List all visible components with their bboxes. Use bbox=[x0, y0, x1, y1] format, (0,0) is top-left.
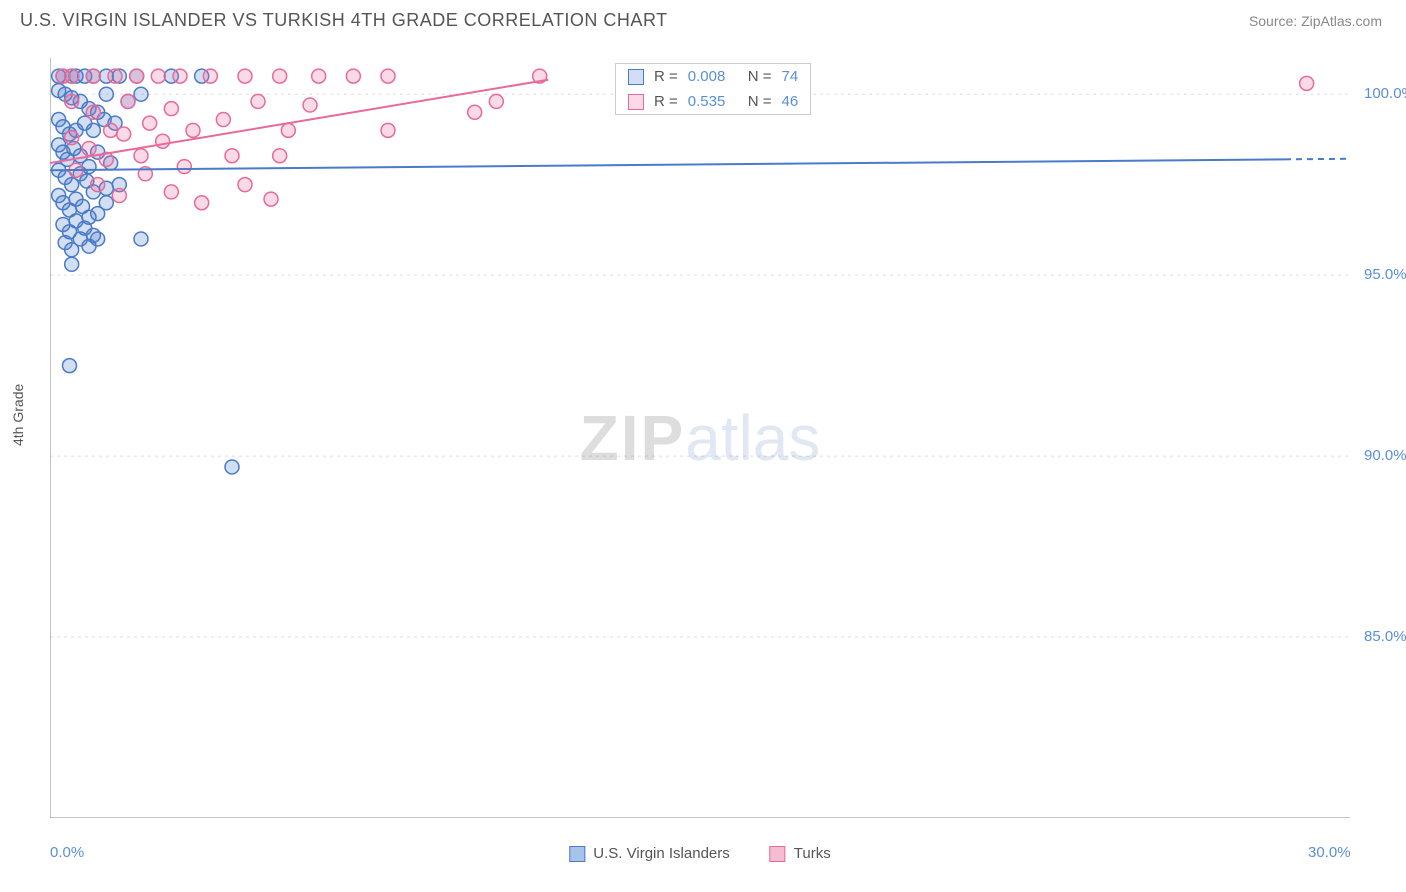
legend-swatch bbox=[569, 846, 585, 862]
stats-n-label: N = bbox=[748, 68, 772, 85]
stats-r-value: 0.535 bbox=[688, 93, 738, 110]
stats-swatch bbox=[628, 94, 644, 110]
stats-n-label: N = bbox=[748, 93, 772, 110]
y-tick-label: 90.0% bbox=[1364, 447, 1406, 464]
stats-n-value: 46 bbox=[782, 93, 799, 110]
y-axis-label: 4th Grade bbox=[10, 384, 26, 446]
y-tick-label: 95.0% bbox=[1364, 266, 1406, 283]
stats-swatch bbox=[628, 69, 644, 85]
stats-r-value: 0.008 bbox=[688, 68, 738, 85]
legend-label: Turks bbox=[794, 845, 831, 862]
chart-source: Source: ZipAtlas.com bbox=[1249, 13, 1382, 29]
stats-r-label: R = bbox=[654, 93, 678, 110]
scatter-plot-svg bbox=[50, 58, 1350, 818]
stats-r-label: R = bbox=[654, 68, 678, 85]
stats-n-value: 74 bbox=[782, 68, 799, 85]
correlation-stats-box: R = 0.008 N = 74 R = 0.535 N = 46 bbox=[615, 63, 811, 115]
chart-container: 4th Grade ZIPatlas 85.0%90.0%95.0%100.0%… bbox=[50, 58, 1350, 818]
x-tick-label: 0.0% bbox=[50, 844, 84, 861]
stats-row: R = 0.535 N = 46 bbox=[616, 89, 810, 114]
legend-swatch bbox=[770, 846, 786, 862]
y-tick-label: 100.0% bbox=[1364, 85, 1406, 102]
stats-row: R = 0.008 N = 74 bbox=[616, 64, 810, 89]
y-tick-label: 85.0% bbox=[1364, 628, 1406, 645]
legend-item: Turks bbox=[770, 845, 831, 862]
legend-item: U.S. Virgin Islanders bbox=[569, 845, 729, 862]
legend-bottom: U.S. Virgin Islanders Turks bbox=[569, 845, 830, 862]
x-tick-label: 30.0% bbox=[1308, 844, 1351, 861]
chart-title: U.S. VIRGIN ISLANDER VS TURKISH 4TH GRAD… bbox=[20, 10, 668, 31]
chart-header: U.S. VIRGIN ISLANDER VS TURKISH 4TH GRAD… bbox=[0, 0, 1406, 41]
legend-label: U.S. Virgin Islanders bbox=[593, 845, 729, 862]
